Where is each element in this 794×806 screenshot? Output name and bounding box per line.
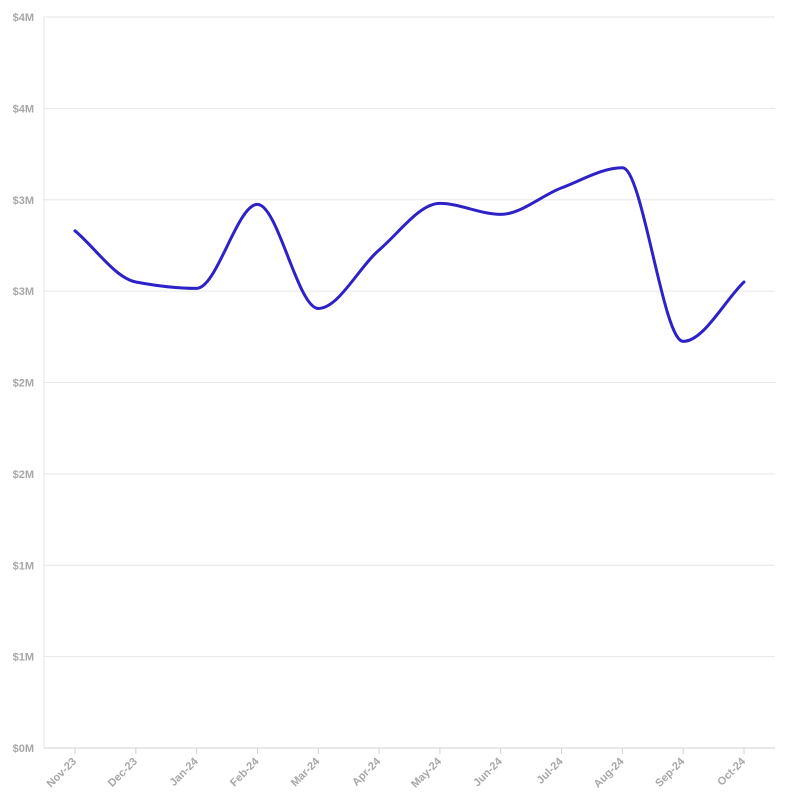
x-tick-label: Jul-24 (535, 755, 567, 787)
y-tick-label: $1M (13, 652, 34, 664)
y-tick-label: $4M (13, 103, 34, 115)
x-tick-label: May-24 (409, 755, 444, 790)
x-tick-label: Feb-24 (228, 755, 262, 789)
axis-layer (43, 17, 775, 754)
y-tick-label: $4M (13, 12, 34, 24)
y-tick-label: $2M (13, 469, 34, 481)
series-layer (73, 166, 746, 343)
y-tick-label: $0M (13, 743, 34, 755)
series-line-0 (73, 166, 746, 343)
x-tick-label: Sep-24 (653, 755, 688, 790)
x-tick-label: Oct-24 (715, 755, 748, 788)
x-tick-label: Mar-24 (289, 755, 323, 789)
x-tick-label: Jun-24 (471, 755, 505, 789)
y-tick-label: $3M (13, 286, 34, 298)
x-tick-label: Jan-24 (168, 755, 202, 789)
grid-layer (44, 16, 775, 658)
y-tick-label: $2M (13, 378, 34, 390)
y-tick-label: $3M (13, 195, 34, 207)
x-tick-label: Aug-24 (592, 755, 627, 790)
x-tick-label: Dec-23 (106, 756, 140, 790)
x-tick-label: Apr-24 (350, 755, 384, 789)
x-tick-label: Nov-23 (45, 756, 79, 790)
label-layer: $0M $1M $1M $2M $2M $3M $3M $4M $4M Nov-23 Dec-23 J… (13, 12, 749, 790)
y-tick-label: $1M (13, 560, 34, 572)
